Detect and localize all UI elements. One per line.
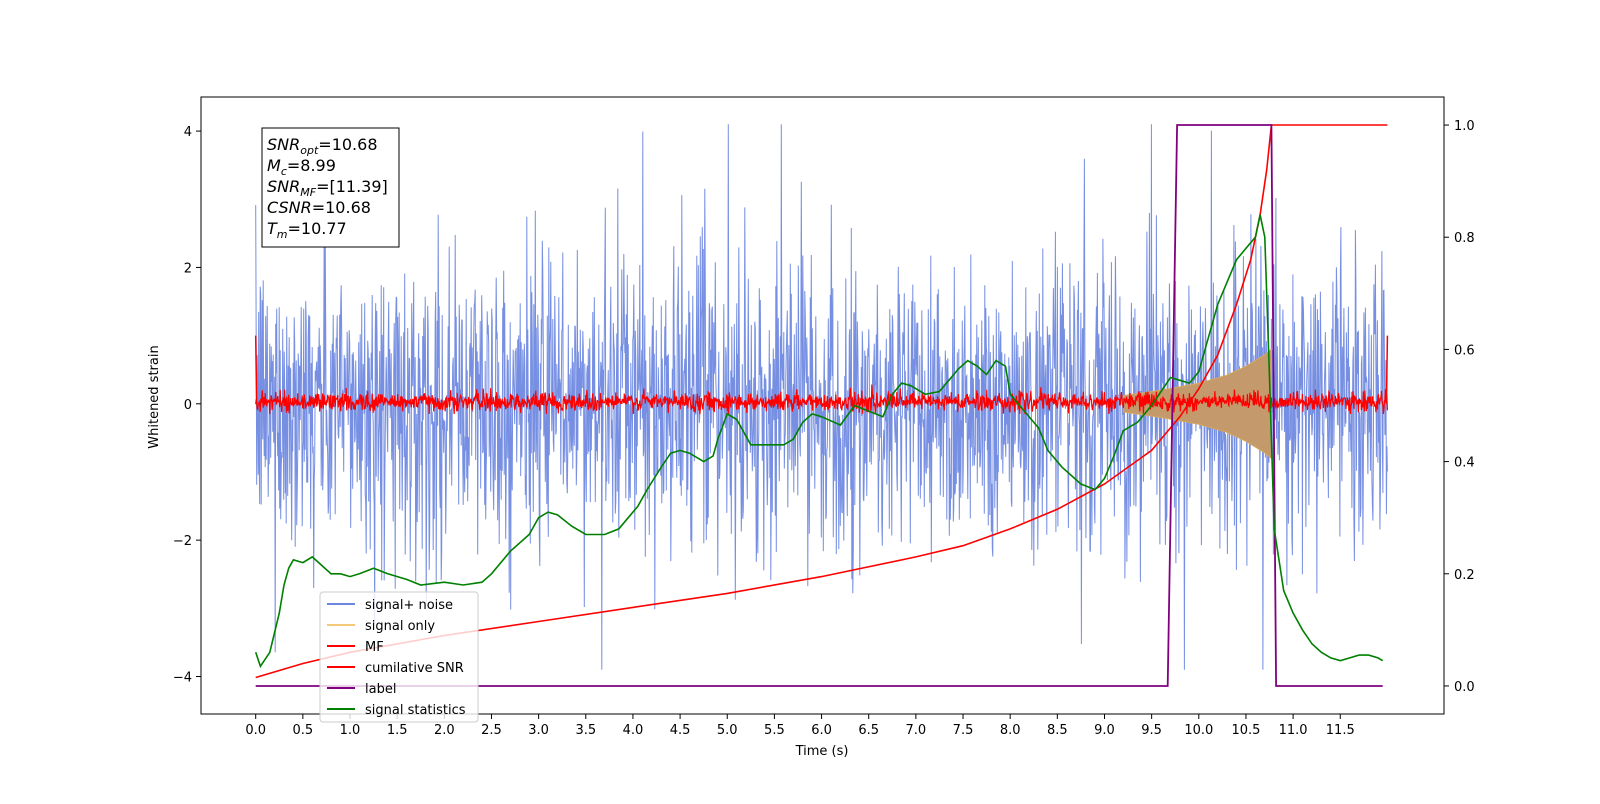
info-box: SNRopt=10.68Mc=8.99SNRMF=[11.39]CSNR=10.… [261, 127, 400, 248]
legend-label: signal only [365, 619, 435, 634]
x-tick-label: 5.5 [764, 723, 785, 738]
legend-label: cumilative SNR [365, 661, 464, 676]
y-left-tick-label: −4 [173, 671, 192, 686]
x-tick-label: 7.5 [953, 723, 974, 738]
x-tick-label: 4.0 [623, 723, 644, 738]
legend-label: signal statistics [365, 703, 466, 718]
series-label-line [255, 124, 1383, 687]
x-tick-label: 9.5 [1141, 723, 1162, 738]
y-right-tick-label: 0.2 [1454, 568, 1475, 583]
x-tick-label: 10.5 [1231, 723, 1260, 738]
info-line: Tm=10.77 [267, 219, 347, 241]
y-right-tick-label: 0.6 [1454, 343, 1475, 358]
info-line: CSNR=10.68 [267, 198, 371, 217]
plot-frame [200, 96, 1445, 715]
x-tick-label: 5.0 [717, 723, 738, 738]
y-right-tick-label: 0.0 [1454, 680, 1475, 695]
x-tick-label: 8.0 [1000, 723, 1021, 738]
y-axis-label: Whitened strain [147, 345, 162, 448]
plot-area [254, 124, 1389, 687]
y-left-tick-label: 0 [184, 398, 192, 413]
series-mf-line [255, 384, 1388, 415]
axes-layer: 0.0 0.5 1.0 1.5 2.0 2.5 3.0 3.5 4.0 4.5 5.0 5.5 6.0 6… [173, 96, 1475, 738]
x-axis-label: Time (s) [795, 744, 849, 759]
x-tick-label: 2.5 [481, 723, 502, 738]
y-right-tick-label: 1.0 [1454, 119, 1475, 134]
legend-frame [319, 591, 479, 723]
x-tick-label: 11.5 [1326, 723, 1355, 738]
mf-start-spike [254, 335, 258, 404]
x-tick-label: 2.0 [434, 723, 455, 738]
info-line: SNRMF=[11.39] [267, 177, 388, 199]
x-tick-label: 0.0 [245, 723, 266, 738]
x-tick-label: 9.0 [1094, 723, 1115, 738]
y-right-tick-label: 0.4 [1454, 456, 1475, 471]
x-tick-label: 11.0 [1279, 723, 1308, 738]
x-tick-label: 3.5 [575, 723, 596, 738]
legend: signal+ noise signal only MF cumilative SNR… [319, 591, 479, 723]
mf-end-spike [1385, 335, 1389, 404]
y-left-tick-label: 4 [184, 125, 192, 140]
x-tick-label: 7.0 [906, 723, 927, 738]
x-tick-label: 3.0 [528, 723, 549, 738]
info-line: Mc=8.99 [267, 156, 336, 178]
y-left-tick-label: −2 [173, 534, 192, 549]
plot-layers [254, 124, 1389, 687]
series-signal-statistics-line [254, 214, 1384, 669]
x-tick-label: 10.0 [1184, 723, 1213, 738]
x-tick-label: 6.5 [858, 723, 879, 738]
x-tick-label: 1.0 [340, 723, 361, 738]
x-tick-label: 6.0 [811, 723, 832, 738]
x-tick-label: 0.5 [293, 723, 314, 738]
series-cumulative-snr-line [255, 124, 1388, 679]
legend-label: MF [365, 640, 384, 655]
info-line: SNRopt=10.68 [267, 135, 378, 157]
legend-label: signal+ noise [365, 598, 453, 613]
x-tick-label: 8.5 [1047, 723, 1068, 738]
x-tick-label: 1.5 [387, 723, 408, 738]
legend-label: label [365, 682, 396, 697]
info-box-frame [261, 127, 400, 248]
y-right-tick-label: 0.8 [1454, 231, 1475, 246]
x-tick-label: 4.5 [670, 723, 691, 738]
y-left-tick-label: 2 [184, 261, 192, 276]
